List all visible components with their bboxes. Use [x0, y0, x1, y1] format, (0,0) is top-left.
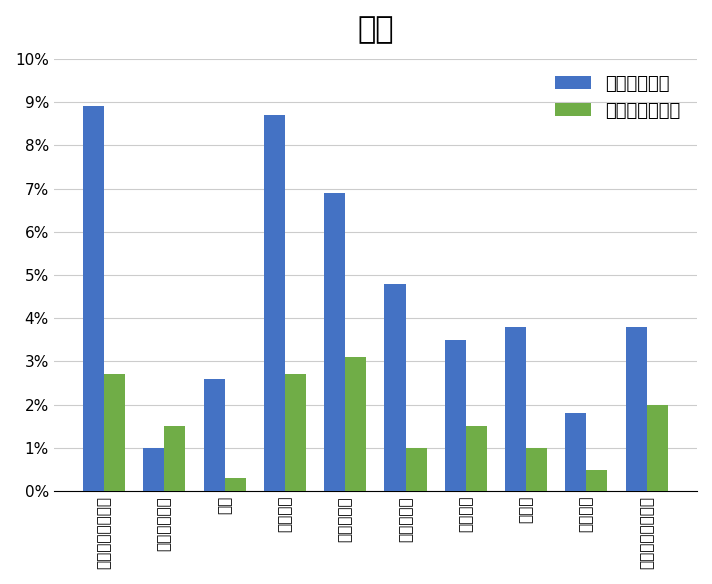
Bar	[526, 448, 548, 491]
Bar	[285, 374, 306, 491]
Bar	[565, 413, 587, 491]
Bar	[466, 426, 487, 491]
Legend: 一般の飼い主, 手慣れた飼い主: 一般の飼い主, 手慣れた飼い主	[548, 68, 688, 127]
Bar	[587, 470, 607, 491]
Bar	[104, 374, 125, 491]
Bar	[345, 357, 367, 491]
Bar	[264, 115, 285, 491]
Bar	[164, 426, 185, 491]
Bar	[225, 478, 246, 491]
Bar	[143, 448, 164, 491]
Bar	[445, 340, 466, 491]
Title: 無理: 無理	[357, 15, 394, 44]
Bar	[324, 193, 345, 491]
Bar	[384, 284, 406, 491]
Bar	[204, 379, 225, 491]
Bar	[505, 327, 526, 491]
Bar	[626, 327, 646, 491]
Bar	[406, 448, 426, 491]
Bar	[646, 405, 668, 491]
Bar	[83, 106, 104, 491]
